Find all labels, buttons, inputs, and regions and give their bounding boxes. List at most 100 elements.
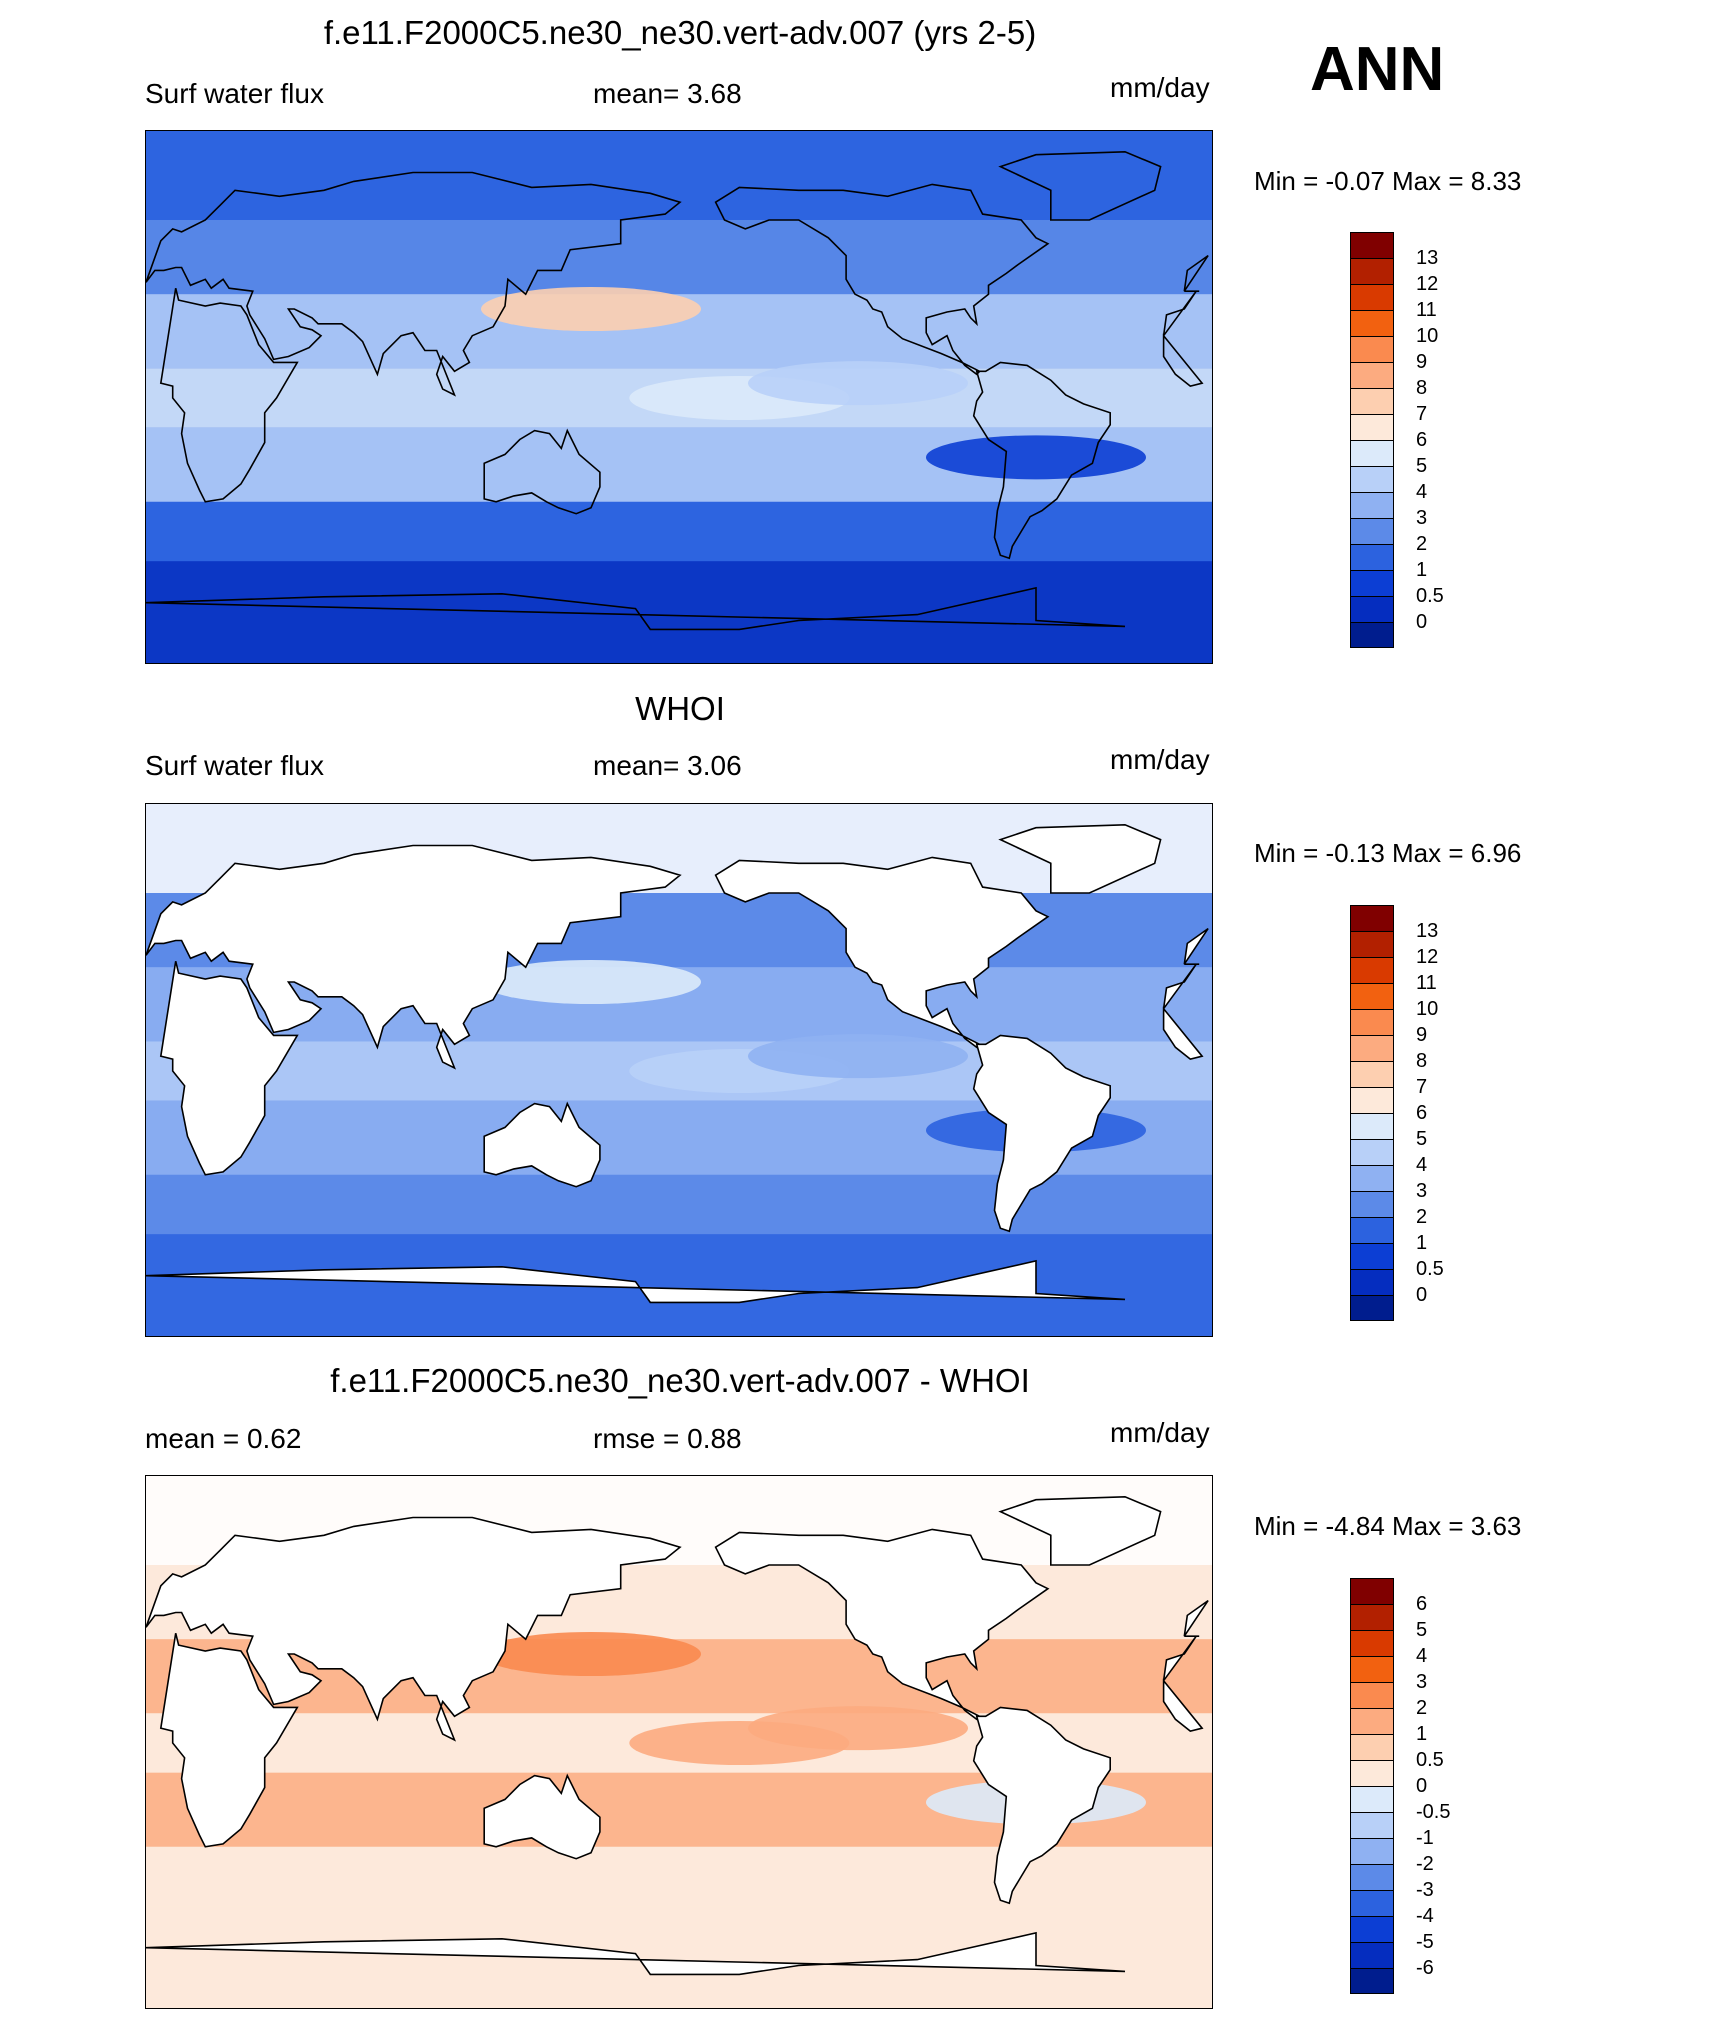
field-band	[146, 1174, 1212, 1235]
colorbar-swatch	[1350, 258, 1394, 284]
land-australia	[484, 1775, 600, 1859]
colorbar-swatch	[1350, 1734, 1394, 1760]
colorbar-tick-label: 8	[1416, 377, 1428, 399]
colorbar-tick-label: 10	[1416, 998, 1439, 1020]
colorbar-tick-label: -6	[1416, 1957, 1434, 1979]
colorbar-tick-label: 5	[1416, 455, 1428, 477]
coastline-australia	[483, 1773, 601, 1860]
colorbar-tick-label: 0	[1416, 1775, 1428, 1797]
colorbar-swatch	[1350, 1968, 1394, 1994]
colorbar-tick-label: 3	[1416, 1180, 1428, 1202]
panel-2-map	[145, 803, 1213, 1337]
colorbar-swatch	[1350, 1269, 1394, 1295]
colorbar-tick-label: 1	[1416, 1723, 1428, 1745]
colorbar-tick-label: -2	[1416, 1853, 1434, 1875]
colorbar-tick-label: 4	[1416, 481, 1428, 503]
colorbar-swatch	[1350, 492, 1394, 518]
panel-3-minmax: Min = -4.84 Max = 3.63	[1254, 1511, 1522, 1541]
colorbar-swatch	[1350, 1864, 1394, 1890]
map-svg	[146, 131, 1212, 663]
panel-3-title: f.e11.F2000C5.ne30_ne30.vert-adv.007 - W…	[330, 1362, 1030, 1399]
colorbar-tick-label: 9	[1416, 1024, 1428, 1046]
colorbar-swatch	[1350, 284, 1394, 310]
colorbar-swatch	[1350, 957, 1394, 983]
colorbar-swatch	[1350, 1890, 1394, 1916]
colorbar-swatch	[1350, 1630, 1394, 1656]
colorbar-swatch	[1350, 1916, 1394, 1942]
colorbar-swatch	[1350, 1191, 1394, 1217]
panel-2-units: mm/day	[1110, 744, 1210, 775]
field-blob	[481, 960, 701, 1004]
colorbar-swatch	[1350, 518, 1394, 544]
panel-1-title: f.e11.F2000C5.ne30_ne30.vert-adv.007 (yr…	[323, 14, 1037, 51]
panel-1-colorbar	[1350, 232, 1394, 648]
land-eurasia	[146, 1517, 1209, 1740]
colorbar-swatch	[1350, 1760, 1394, 1786]
colorbar-tick-label: 3	[1416, 1671, 1428, 1693]
coastline-africa	[159, 1633, 1204, 1848]
colorbar-swatch	[1350, 622, 1394, 648]
map-svg	[146, 804, 1212, 1336]
colorbar-swatch	[1350, 388, 1394, 414]
colorbar-swatch	[1350, 232, 1394, 258]
field-blob	[926, 435, 1146, 480]
colorbar-swatch	[1350, 983, 1394, 1009]
panel-2-colorbar	[1350, 905, 1394, 1321]
colorbar-tick-label: 6	[1416, 1102, 1428, 1124]
colorbar-tick-label: 11	[1416, 972, 1437, 994]
land-eurasia	[146, 845, 1209, 1068]
map-svg	[146, 1476, 1212, 2008]
field-blob	[748, 1706, 968, 1751]
colorbar-tick-label: -0.5	[1416, 1801, 1451, 1823]
colorbar-swatch	[1350, 362, 1394, 388]
colorbar-tick-label: 0	[1416, 1284, 1428, 1306]
panel-1-map	[145, 130, 1213, 664]
coastline-eurasia	[146, 1516, 1209, 1742]
coastline-antarctica	[146, 586, 1126, 631]
coastline-namerica	[714, 856, 1050, 1049]
panel-3-map	[145, 1475, 1213, 2009]
panel-3-units: mm/day	[1110, 1417, 1210, 1448]
colorbar-swatch	[1350, 1708, 1394, 1734]
panel-1-mean-label: mean= 3.68	[593, 78, 742, 109]
colorbar-tick-label: 9	[1416, 351, 1428, 373]
panel-2-left-label: Surf water flux	[145, 750, 324, 781]
colorbar-swatch	[1350, 544, 1394, 570]
field-band	[146, 1846, 1212, 1907]
colorbar-tick-label: 4	[1416, 1154, 1428, 1176]
colorbar-tick-label: 0.5	[1416, 585, 1444, 607]
colorbar-swatch	[1350, 1838, 1394, 1864]
panel-2-title: WHOI	[635, 690, 725, 727]
colorbar-tick-label: 2	[1416, 1206, 1428, 1228]
panel-2-minmax: Min = -0.13 Max = 6.96	[1254, 838, 1522, 868]
colorbar-swatch	[1350, 1217, 1394, 1243]
colorbar-swatch	[1350, 1656, 1394, 1682]
field-band	[146, 501, 1212, 562]
panel-1-units: mm/day	[1110, 72, 1210, 103]
coastline-samerica	[972, 1706, 1111, 1905]
colorbar-swatch	[1350, 1035, 1394, 1061]
land-greenland	[1000, 824, 1161, 893]
colorbar-swatch	[1350, 440, 1394, 466]
colorbar-tick-label: 11	[1416, 299, 1437, 321]
colorbar-swatch	[1350, 1295, 1394, 1321]
colorbar-tick-label: 2	[1416, 533, 1428, 555]
colorbar-tick-label: 12	[1416, 946, 1439, 968]
field-band	[146, 220, 1212, 295]
colorbar-swatch	[1350, 1812, 1394, 1838]
coastline-namerica	[714, 183, 1050, 376]
field-blob	[748, 361, 968, 406]
land-greenland	[1000, 1496, 1161, 1565]
colorbar-swatch	[1350, 1604, 1394, 1630]
coastline-greenland	[998, 1495, 1162, 1566]
colorbar-swatch	[1350, 931, 1394, 957]
colorbar-tick-label: -3	[1416, 1879, 1434, 1901]
colorbar-swatch	[1350, 414, 1394, 440]
field-band	[146, 1906, 1212, 2008]
colorbar-tick-label: 6	[1416, 1593, 1428, 1615]
coastline-namerica	[714, 1528, 1050, 1721]
colorbar-tick-label: -5	[1416, 1931, 1434, 1953]
panel-3-rmse-label: rmse = 0.88	[593, 1423, 742, 1454]
panel-2-mean-label: mean= 3.06	[593, 750, 742, 781]
colorbar-tick-label: 0	[1416, 611, 1428, 633]
